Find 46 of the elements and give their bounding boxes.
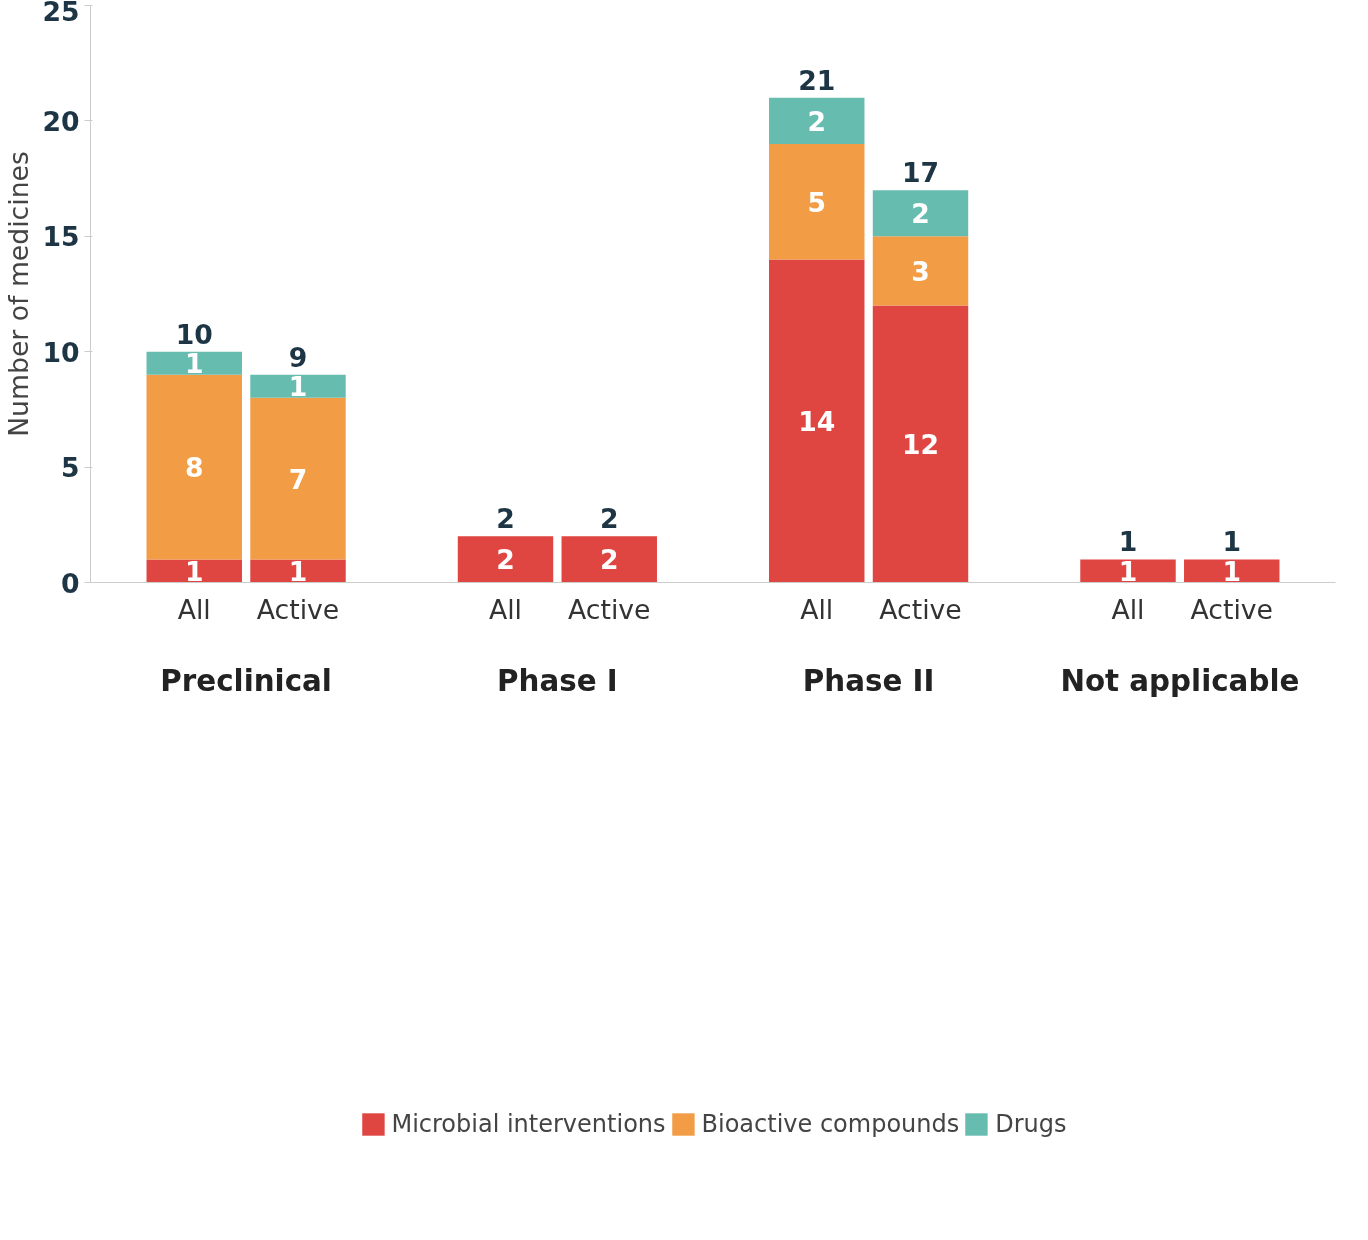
x-tick-label: Active bbox=[1190, 593, 1273, 625]
data-label: 5 bbox=[807, 186, 827, 218]
y-tick-label: 10 bbox=[42, 336, 80, 368]
y-tick-label: 20 bbox=[42, 105, 80, 137]
text: Preclinical bbox=[160, 663, 332, 698]
total-label: 21 bbox=[798, 64, 836, 96]
x-tick-label: Active bbox=[879, 593, 962, 625]
data-label: 2 bbox=[911, 198, 930, 230]
data-label: 1 bbox=[184, 555, 204, 587]
data-label: 14 bbox=[798, 405, 836, 437]
total-label: 2 bbox=[599, 503, 619, 535]
y-tick-label: 25 bbox=[42, 0, 80, 27]
y-axis-title: Number of medicines bbox=[3, 151, 35, 437]
y-tick-label: 0 bbox=[60, 567, 80, 599]
text: Phase II bbox=[802, 663, 935, 698]
x-tick-label: All bbox=[488, 593, 523, 625]
data-label: 2 bbox=[496, 544, 515, 576]
legend-label: Drugs bbox=[995, 1110, 1067, 1138]
data-label: 1 bbox=[288, 371, 308, 403]
legend-label: Microbial interventions bbox=[391, 1110, 666, 1138]
data-label: 12 bbox=[901, 429, 940, 461]
total-label: 17 bbox=[901, 157, 940, 189]
data-label: 1 bbox=[184, 348, 204, 380]
total-label: 10 bbox=[175, 318, 213, 350]
total-label: 9 bbox=[288, 341, 308, 373]
data-label: 1 bbox=[288, 555, 308, 587]
total-label: 1 bbox=[1222, 526, 1242, 558]
data-label: 7 bbox=[288, 463, 308, 495]
y-tick-label: 15 bbox=[42, 221, 80, 253]
y-tick-label: 5 bbox=[60, 452, 80, 484]
legend-label: Bioactive compounds bbox=[701, 1110, 960, 1138]
x-tick-label: All bbox=[1111, 593, 1145, 625]
x-tick-label: Active bbox=[568, 593, 651, 625]
text: Phase I bbox=[497, 663, 618, 698]
x-tick-label: All bbox=[177, 593, 211, 625]
data-label: 1 bbox=[1118, 555, 1138, 587]
data-label: 2 bbox=[807, 105, 827, 137]
data-label: 3 bbox=[911, 255, 930, 287]
x-tick-label: Active bbox=[256, 593, 340, 625]
data-label: 1 bbox=[1222, 555, 1242, 587]
text: Not applicable bbox=[1060, 663, 1300, 698]
data-label: 2 bbox=[599, 544, 619, 576]
total-label: 2 bbox=[496, 503, 515, 535]
x-tick-label: All bbox=[800, 593, 834, 625]
total-label: 1 bbox=[1118, 526, 1138, 558]
data-label: 8 bbox=[184, 452, 204, 484]
